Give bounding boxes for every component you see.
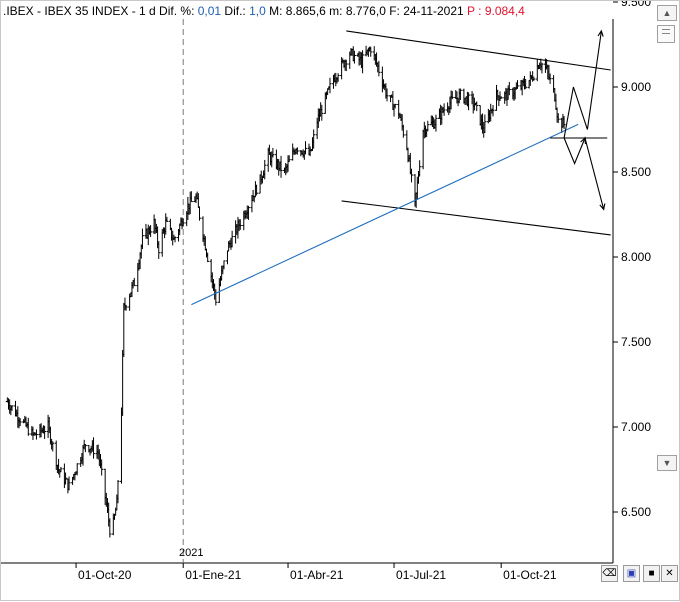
close-icon[interactable]: ✕ (661, 565, 678, 582)
stop-icon[interactable]: ■ (643, 565, 660, 582)
chevron-up-icon[interactable]: ▲ (657, 5, 677, 21)
y-tick-label: 6.500 (621, 505, 651, 519)
header-dif-label: Dif.: (221, 4, 250, 18)
x-tick-label: 01-Ene-21 (185, 568, 241, 582)
price-bars (5, 45, 566, 538)
header-dif-pct: 0,01 (197, 4, 222, 18)
x-tick-label: 01-Jul-21 (396, 568, 446, 582)
y-tick-label: 8.500 (621, 165, 651, 179)
y-tick-label: 7.000 (621, 420, 651, 434)
x-tick-label: 01-Oct-21 (503, 568, 557, 582)
eraser-icon[interactable]: ⌫ (601, 565, 618, 582)
y-tick-label: 8.000 (621, 250, 651, 264)
x-tick-label: 01-Abr-21 (290, 568, 344, 582)
annotations[interactable] (191, 29, 611, 306)
axes (1, 19, 614, 564)
y-tick-label: 9.000 (621, 80, 651, 94)
scenario-down-arrowhead (599, 203, 606, 211)
rising-trendline (191, 123, 579, 306)
header-price: P : 9.084,4 (467, 4, 525, 18)
x-tick-label: 01-Oct-20 (78, 568, 132, 582)
y-ticks: 9.500 9.000 8.500 8.000 7.500 7.000 6.500 (613, 1, 651, 519)
scenario-down-mid-arrowhead (580, 136, 586, 145)
y-tick-label: 7.500 (621, 335, 651, 349)
x-ticks: 01-Oct-20 01-Ene-21 01-Abr-21 01-Jul-21 01-O… (75, 563, 557, 582)
lower-channel-line (341, 200, 611, 236)
scenario-up-arrowhead (597, 29, 604, 37)
header-instrument: .IBEX - IBEX 35 INDEX - 1 d Dif. %: (3, 4, 198, 18)
scroll-box-icon[interactable] (657, 25, 675, 43)
upper-channel-line (346, 30, 611, 71)
chevron-down-icon[interactable]: ▼ (657, 455, 677, 471)
header-range: M: 8.865,6 m: 8.776,0 F: 24-11-2021 (265, 4, 468, 18)
scenario-up-path (563, 30, 602, 139)
save-icon[interactable]: ▣ (623, 565, 640, 582)
header-dif: 1,0 (249, 4, 266, 18)
y-tick-label: 9.500 (621, 1, 651, 9)
chart-header: .IBEX - IBEX 35 INDEX - 1 d Dif. %: 0,01… (3, 4, 525, 18)
scenario-down-path (563, 136, 605, 210)
year-label: 2021 (179, 547, 204, 559)
